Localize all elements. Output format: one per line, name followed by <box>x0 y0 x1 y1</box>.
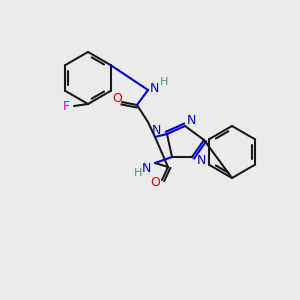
Text: O: O <box>112 92 122 104</box>
Text: H: H <box>160 77 168 87</box>
Text: O: O <box>150 176 160 188</box>
Text: N: N <box>197 154 206 166</box>
Text: N: N <box>142 161 151 175</box>
Text: N: N <box>150 82 159 94</box>
Text: N: N <box>152 124 161 136</box>
Text: H: H <box>134 168 142 178</box>
Text: N: N <box>187 115 196 128</box>
Text: F: F <box>63 100 70 112</box>
